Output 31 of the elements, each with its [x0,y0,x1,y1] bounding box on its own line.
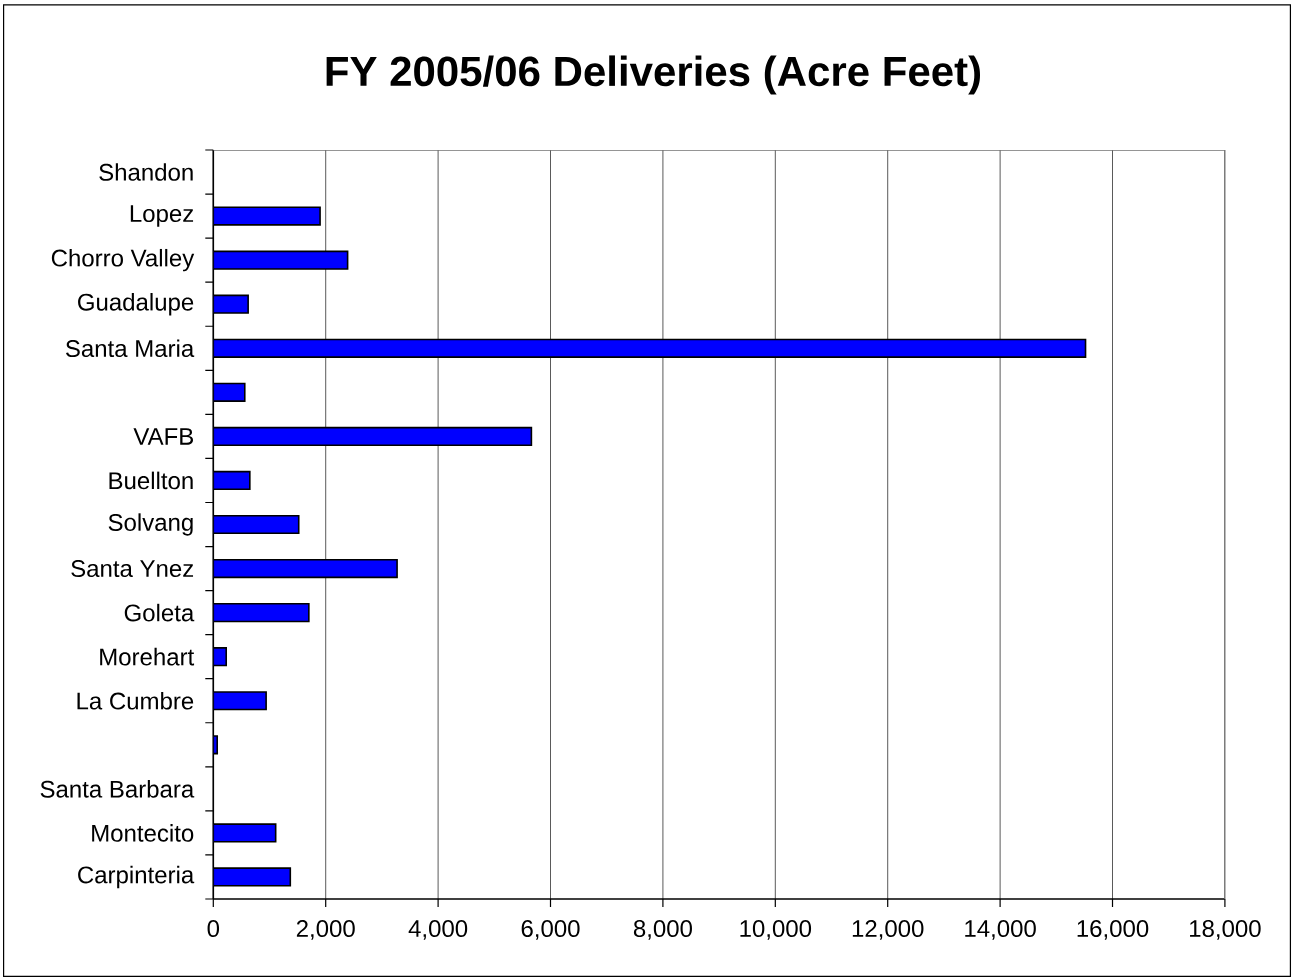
y-tick-label: Buellton [109,471,193,490]
y-tick-label: Solvang [108,513,193,536]
chart-title: FY 2005/06 Deliveries (Acre Feet) [326,55,981,95]
y-tick-label: Santa Ynez [71,560,194,578]
y-tick-label: Goleta [124,603,195,622]
x-tick-label: 12,000 [852,920,924,940]
y-tick-label: La Cumbre [77,691,194,710]
x-tick-label: 10,000 [740,920,812,940]
x-tick-label: 14,000 [965,920,1036,940]
bar [213,426,533,446]
y-tick-label: Santa Barbara [40,780,195,798]
y-tick-label: Montecito [92,824,194,842]
x-tick-label: 6,000 [521,920,580,940]
y-tick-label: Carpinteria [78,865,195,889]
y-tick-label: Lopez [130,205,194,227]
x-tick-label: 2,000 [296,920,355,940]
x-tick-label: 16,000 [1077,920,1149,940]
x-tick-label: 0 [207,920,220,938]
bar [213,514,300,535]
x-tick-label: 18,000 [1190,920,1261,940]
bar [213,250,349,270]
y-tick-label: Santa Maria [65,339,195,358]
y-tick-label: Guadalupe [78,293,194,316]
y-tick-label: Morehart [100,647,195,666]
bar [213,338,1087,358]
y-tick-label: Shandon [99,163,193,181]
x-tick-label: 8,000 [633,920,692,940]
y-tick-label: Chorro Valley [51,248,195,272]
y-tick-label: VAFB [133,428,194,445]
x-tick-label: 4,000 [408,920,468,940]
bar [213,558,398,579]
